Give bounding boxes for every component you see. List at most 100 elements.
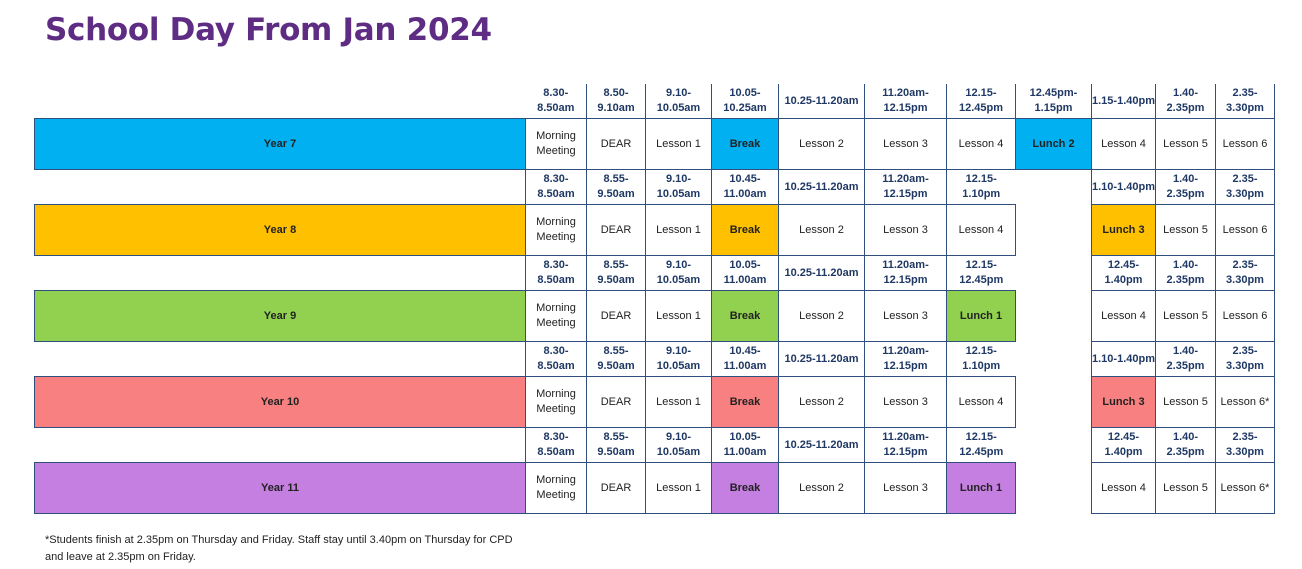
time-cell: 11.20am-12.15pm xyxy=(864,84,947,119)
activity-cell: Morning Meeting xyxy=(525,462,587,514)
break-cell: Break xyxy=(711,290,779,342)
activity-cell: Lesson 5 xyxy=(1155,462,1216,514)
footnote: *Students finish at 2.35pm on Thursday a… xyxy=(45,534,513,563)
time-cell: 1.40-2.35pm xyxy=(1155,255,1216,291)
activity-cell: Lesson 2 xyxy=(778,118,865,170)
time-cell: 1.10-1.40pm xyxy=(1091,169,1156,205)
time-cell: 12.45-1.40pm xyxy=(1091,427,1156,463)
time-cell: 1.40-2.35pm xyxy=(1155,427,1216,463)
activity-cell: DEAR xyxy=(586,290,646,342)
gap-cell xyxy=(1016,428,1092,463)
activity-cell: Lesson 6 xyxy=(1215,118,1275,170)
activity-cell: Lesson 3 xyxy=(864,462,947,514)
time-cell: 8.30-8.50am xyxy=(525,84,587,119)
activity-cell: Lesson 1 xyxy=(645,290,712,342)
activity-cell: Lesson 6 xyxy=(1215,204,1275,256)
activity-cell: DEAR xyxy=(586,462,646,514)
time-cell: 8.55-9.50am xyxy=(586,255,646,291)
time-cell: 1.40-2.35pm xyxy=(1155,341,1216,377)
times-row-year-10: 8.30-8.50am 8.55-9.50am 9.10-10.05am 10.… xyxy=(34,341,1275,377)
time-cell: 8.55-9.50am xyxy=(586,341,646,377)
lunch-cell: Lunch 2 xyxy=(1015,118,1092,170)
time-cell: 1.10-1.40pm xyxy=(1091,341,1156,377)
activity-cell: Lesson 3 xyxy=(864,290,947,342)
time-cell: 8.30-8.50am xyxy=(525,169,587,205)
activity-cell: Lesson 1 xyxy=(645,204,712,256)
time-cell: 10.25-11.20am xyxy=(778,255,865,291)
activities-row-year-8: Year 8 Morning Meeting DEAR Lesson 1 Bre… xyxy=(34,204,1275,256)
time-cell: 11.20am-12.15pm xyxy=(864,427,947,463)
page-title: School Day From Jan 2024 xyxy=(45,12,492,48)
time-cell: 11.20am-12.15pm xyxy=(864,169,947,205)
timetable: 8.30-8.50am 8.50-9.10am 9.10-10.05am 10.… xyxy=(34,84,1275,514)
year-label: Year 9 xyxy=(34,290,526,342)
time-cell: 12.15-1.10pm xyxy=(946,169,1016,205)
times-row-year-8: 8.30-8.50am 8.55-9.50am 9.10-10.05am 10.… xyxy=(34,169,1275,205)
break-cell: Break xyxy=(711,462,779,514)
time-cell: 10.45-11.00am xyxy=(711,341,779,377)
times-row-year-11: 8.30-8.50am 8.55-9.50am 9.10-10.05am 10.… xyxy=(34,427,1275,463)
activity-cell: Lesson 5 xyxy=(1155,118,1216,170)
time-cell: 8.55-9.50am xyxy=(586,169,646,205)
time-cell: 2.35-3.30pm xyxy=(1215,341,1275,377)
time-cell: 11.20am-12.15pm xyxy=(864,341,947,377)
time-cell: 10.25-11.20am xyxy=(778,427,865,463)
time-cell: 8.30-8.50am xyxy=(525,341,587,377)
time-cell: 9.10-10.05am xyxy=(645,84,712,119)
time-cell: 2.35-3.30pm xyxy=(1215,84,1275,119)
activities-row-year-10: Year 10 Morning Meeting DEAR Lesson 1 Br… xyxy=(34,376,1275,428)
time-cell: 12.15-12.45pm xyxy=(946,255,1016,291)
time-cell: 1.40-2.35pm xyxy=(1155,84,1216,119)
gap-cell xyxy=(1016,170,1092,205)
time-cell: 2.35-3.30pm xyxy=(1215,255,1275,291)
activity-cell: Lesson 5 xyxy=(1155,290,1216,342)
time-cell: 8.50-9.10am xyxy=(586,84,646,119)
activity-cell: DEAR xyxy=(586,204,646,256)
year-label: Year 10 xyxy=(34,376,526,428)
lunch-cell: Lunch 3 xyxy=(1091,376,1156,428)
time-cell: 9.10-10.05am xyxy=(645,255,712,291)
times-row-year-9: 8.30-8.50am 8.55-9.50am 9.10-10.05am 10.… xyxy=(34,255,1275,291)
activity-cell: Lesson 6 xyxy=(1215,290,1275,342)
lunch-cell: Lunch 1 xyxy=(946,290,1016,342)
activity-cell: Lesson 1 xyxy=(645,462,712,514)
lunch-cell: Lunch 3 xyxy=(1091,204,1156,256)
lunch-cell: Lunch 1 xyxy=(946,462,1016,514)
time-cell: 12.15-12.45pm xyxy=(946,84,1016,119)
time-cell: 10.45-11.00am xyxy=(711,169,779,205)
time-cell: 10.25-11.20am xyxy=(778,341,865,377)
activity-cell: Lesson 3 xyxy=(864,204,947,256)
year-label: Year 11 xyxy=(34,462,526,514)
time-cell: 10.05-10.25am xyxy=(711,84,779,119)
time-cell: 1.40-2.35pm xyxy=(1155,169,1216,205)
activities-row-year-9: Year 9 Morning Meeting DEAR Lesson 1 Bre… xyxy=(34,290,1275,342)
time-cell: 2.35-3.30pm xyxy=(1215,169,1275,205)
gap-cell xyxy=(1016,342,1092,377)
activity-cell: Lesson 4 xyxy=(946,204,1016,256)
year-label: Year 7 xyxy=(34,118,526,170)
activity-cell: Lesson 2 xyxy=(778,290,865,342)
activity-cell: Lesson 4 xyxy=(946,376,1016,428)
activity-cell: Lesson 4 xyxy=(1091,290,1156,342)
time-cell: 10.05-11.00am xyxy=(711,427,779,463)
time-cell: 9.10-10.05am xyxy=(645,341,712,377)
break-cell: Break xyxy=(711,376,779,428)
year-label: Year 8 xyxy=(34,204,526,256)
activity-cell: Lesson 4 xyxy=(946,118,1016,170)
time-cell: 9.10-10.05am xyxy=(645,169,712,205)
activity-cell: Lesson 3 xyxy=(864,118,947,170)
time-cell: 10.05-11.00am xyxy=(711,255,779,291)
time-cell: 8.30-8.50am xyxy=(525,255,587,291)
time-cell: 2.35-3.30pm xyxy=(1215,427,1275,463)
time-cell: 10.25-11.20am xyxy=(778,84,865,119)
activity-cell: Lesson 1 xyxy=(645,118,712,170)
time-cell: 10.25-11.20am xyxy=(778,169,865,205)
activity-cell: Lesson 3 xyxy=(864,376,947,428)
activities-row-year-11: Year 11 Morning Meeting DEAR Lesson 1 Br… xyxy=(34,462,1275,514)
break-cell: Break xyxy=(711,204,779,256)
times-row-year-7: 8.30-8.50am 8.50-9.10am 9.10-10.05am 10.… xyxy=(35,84,1275,119)
activity-cell: Lesson 2 xyxy=(778,204,865,256)
activity-cell: Morning Meeting xyxy=(525,290,587,342)
activity-cell: Lesson 4 xyxy=(1091,462,1156,514)
activities-row-year-7: Year 7 Morning Meeting DEAR Lesson 1 Bre… xyxy=(34,118,1275,170)
